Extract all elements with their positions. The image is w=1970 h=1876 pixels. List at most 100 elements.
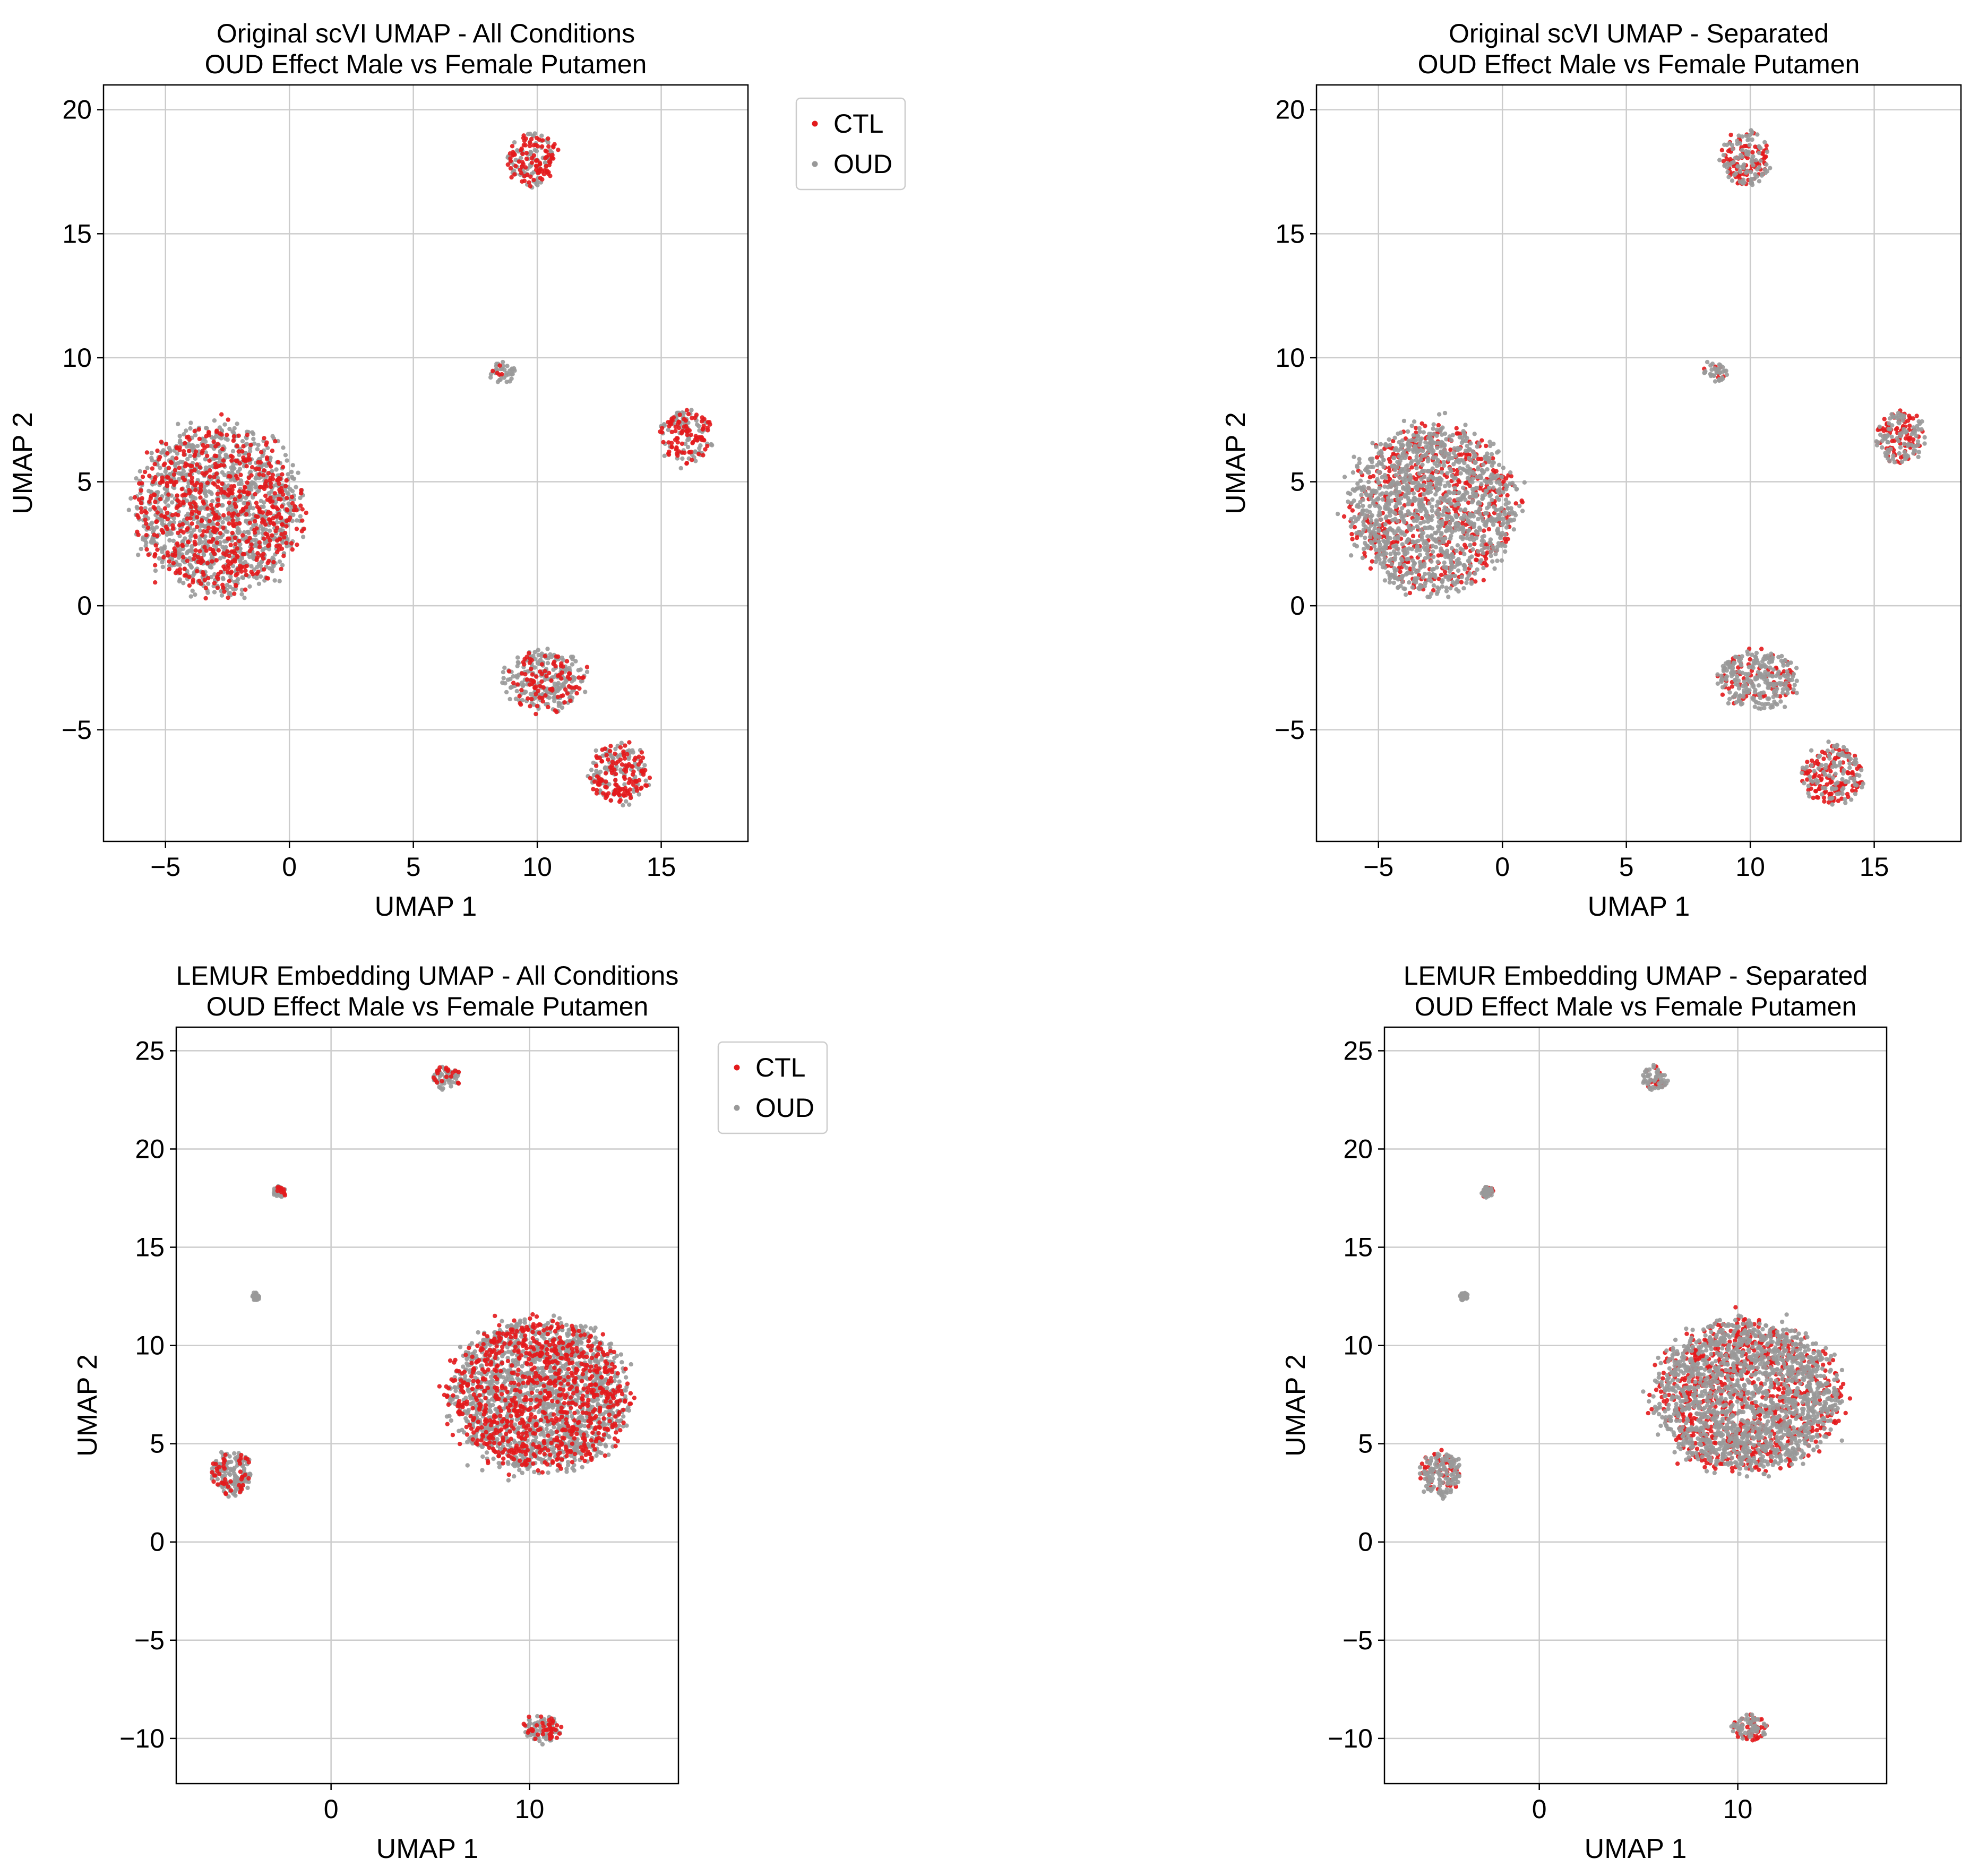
oud-point: [239, 592, 244, 597]
ctl-point: [528, 140, 532, 145]
oud-point: [1431, 426, 1435, 431]
oud-point: [1425, 551, 1430, 556]
ctl-point: [693, 434, 698, 438]
ctl-point: [561, 693, 565, 698]
ctl-point: [623, 763, 628, 768]
legend-label-oud: OUD: [833, 149, 892, 179]
ctl-point: [1750, 150, 1755, 155]
oud-point: [254, 485, 259, 489]
oud-point: [237, 452, 242, 458]
oud-point: [1361, 520, 1366, 524]
oud-point: [1400, 443, 1406, 448]
ctl-point: [196, 427, 201, 432]
ctl-point: [234, 573, 238, 578]
oud-point: [1414, 509, 1419, 513]
ctl-point: [215, 484, 220, 489]
ctl-point: [1809, 758, 1814, 763]
ctl-point: [556, 148, 561, 152]
ctl-point: [230, 514, 235, 519]
ctl-point: [594, 763, 599, 768]
oud-point: [1395, 585, 1400, 590]
oud-point: [171, 538, 176, 543]
oud-point: [182, 432, 186, 437]
ctl-point: [188, 516, 193, 521]
oud-point: [206, 581, 211, 586]
oud-point: [1404, 470, 1409, 475]
oud-point: [1429, 446, 1434, 451]
oud-point: [1449, 565, 1453, 570]
ctl-point: [199, 556, 204, 561]
oud-point: [1462, 461, 1467, 466]
oud-point: [236, 469, 240, 474]
ctl-point: [647, 776, 652, 780]
ctl-point: [684, 408, 690, 412]
oud-point: [1496, 529, 1501, 534]
oud-point: [1401, 418, 1407, 424]
oud-point: [1440, 425, 1445, 430]
oud-point: [1465, 576, 1469, 581]
ctl-point: [1836, 798, 1840, 803]
ctl-point: [244, 539, 249, 544]
oud-point: [1407, 448, 1412, 452]
oud-point: [1417, 429, 1422, 434]
oud-point: [1412, 480, 1417, 485]
oud-point: [607, 782, 612, 787]
oud-point: [159, 450, 164, 455]
ctl-point: [534, 711, 538, 717]
x-tick-label: 0: [282, 852, 297, 882]
oud-point: [1458, 507, 1463, 512]
ctl-point: [182, 573, 187, 578]
oud-point: [1367, 504, 1372, 509]
oud-point: [236, 517, 240, 521]
ctl-point: [153, 563, 158, 568]
ctl-point: [192, 553, 197, 558]
oud-point: [170, 500, 175, 505]
oud-point: [1395, 497, 1400, 502]
oud-point: [1481, 518, 1485, 523]
oud-point: [1350, 487, 1355, 492]
oud-point: [1461, 586, 1466, 591]
oud-point: [693, 449, 698, 454]
ctl-point: [1502, 536, 1507, 541]
oud-point: [1730, 178, 1735, 183]
ctl-point: [547, 159, 552, 164]
ctl-point: [267, 478, 272, 483]
ctl-point: [1911, 416, 1915, 421]
ctl-point: [170, 513, 175, 518]
oud-point: [1354, 544, 1360, 549]
oud-point: [1736, 133, 1741, 138]
ctl-point: [534, 684, 538, 689]
ctl-point: [149, 494, 153, 498]
oud-point: [1434, 591, 1440, 596]
oud-point: [207, 464, 212, 470]
ctl-point: [230, 530, 235, 536]
ctl-point: [528, 704, 532, 709]
ctl-point: [608, 765, 613, 770]
ctl-point: [174, 505, 179, 510]
oud-point: [1455, 580, 1460, 585]
ctl-point: [700, 415, 705, 420]
oud-point: [263, 527, 268, 532]
ctl-point: [151, 479, 156, 485]
oud-point: [520, 698, 525, 703]
oud-point: [1367, 510, 1372, 514]
oud-point: [1461, 517, 1466, 522]
ctl-point: [204, 434, 209, 438]
oud-point: [1470, 476, 1475, 481]
oud-point: [1498, 487, 1502, 492]
ctl-point: [247, 490, 252, 495]
scatter-points: [1335, 128, 1927, 807]
oud-point: [621, 803, 625, 808]
ctl-point: [165, 510, 170, 515]
ctl-point: [153, 475, 158, 480]
oud-point: [1405, 463, 1410, 468]
oud-point: [1747, 142, 1752, 148]
oud-point: [1400, 453, 1405, 458]
ctl-point: [625, 788, 630, 794]
oud-point: [619, 741, 624, 745]
oud-point: [1377, 523, 1382, 528]
oud-point: [1421, 575, 1425, 580]
oud-point: [1358, 533, 1363, 538]
ctl-point: [299, 529, 304, 533]
ctl-point: [195, 515, 200, 520]
